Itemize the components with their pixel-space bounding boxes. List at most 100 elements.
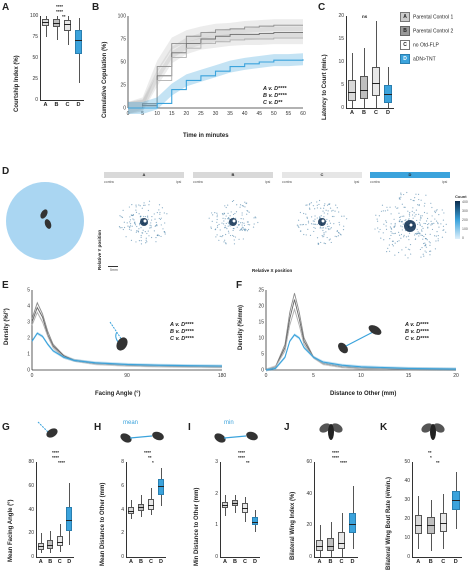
y-tick-label: 50 (32, 55, 38, 61)
heatmap-point (398, 251, 400, 254)
category-label: C (374, 110, 378, 116)
heatmap-point (423, 235, 425, 238)
heatmap-point (232, 213, 235, 216)
series-line-d (128, 59, 304, 109)
heatmap-point (158, 235, 160, 237)
y-tick-label: 0 (35, 97, 38, 103)
heatmap-point (297, 225, 299, 227)
heatmap-point (156, 224, 158, 227)
category-label: C (339, 559, 344, 565)
box-c (64, 20, 71, 32)
box-d (158, 478, 164, 496)
heatmap-b (208, 199, 259, 245)
heatmap-point (312, 223, 314, 225)
heatmap-point (298, 226, 300, 228)
box-median (138, 507, 144, 509)
heatmap-point (333, 223, 335, 225)
heatmap-point (147, 230, 149, 232)
heatmap-point (327, 210, 329, 212)
heatmap-point (147, 209, 149, 212)
heatmap-point (312, 205, 315, 207)
heatmap-point (423, 255, 425, 257)
heatmap-point (423, 205, 425, 207)
y-tick-label: 2 (215, 490, 218, 497)
heatmap-point (425, 251, 427, 253)
box-median (242, 507, 248, 509)
x-axis (40, 100, 84, 101)
colorbar-tick: 200 (462, 218, 468, 222)
heatmap-point (129, 226, 131, 228)
y-axis (40, 16, 41, 100)
heatmap-point (208, 217, 210, 219)
heatmap-point (310, 202, 312, 204)
heatmap-point (252, 226, 255, 228)
box-median (452, 500, 460, 501)
box-d (66, 507, 73, 531)
heatmap-point (324, 203, 326, 205)
min-distance-icon (214, 431, 258, 443)
heatmap-point (323, 207, 325, 209)
heatmap-point (225, 226, 227, 229)
heatmap-point (135, 231, 137, 233)
y-tick-label: 20 (306, 522, 312, 529)
category-label: C (65, 102, 70, 108)
panel-letter-g: G (2, 422, 10, 433)
x-tick-label: 180 (218, 373, 227, 379)
x-axis (412, 557, 462, 558)
y-tick-label: 15 (258, 320, 264, 326)
heatmap-point (419, 233, 421, 235)
colorbar-tick: 0 (462, 236, 464, 240)
heatmap-point (122, 209, 124, 211)
heatmap-point (331, 215, 334, 218)
heatmap-point (229, 215, 231, 217)
panel-k-sig-3: ** (436, 460, 440, 465)
panel-h-sig-1: **** (144, 450, 152, 455)
heatmap-point (394, 254, 396, 256)
heatmap-point (407, 210, 409, 212)
heatmap-point (398, 212, 400, 214)
heatmap-point (148, 200, 151, 202)
heatmap-point (435, 210, 437, 212)
heatmap-point (401, 249, 403, 251)
heatmap-point (434, 248, 437, 250)
heatmap-point (210, 227, 212, 229)
heatmap-point (420, 199, 422, 201)
heatmap-point (431, 228, 434, 231)
y-tick-label: 0 (341, 105, 344, 111)
x-tick-label: 0 (127, 111, 130, 117)
y-tick-label: 0 (407, 554, 410, 560)
heatmap-point (141, 232, 143, 234)
panel-g-sig-1: **** (52, 450, 60, 455)
heatmap-point (323, 242, 325, 244)
panel-c-boxplot: 0 5 10 15 20 A B C D (336, 13, 394, 118)
heatmap-a (118, 200, 168, 245)
heatmap-point (437, 223, 439, 225)
category-label: D (453, 559, 458, 565)
panel-a-ylabel: Courtship Index (%) (14, 55, 20, 112)
heatmap-point (225, 222, 227, 225)
heatmap-point (126, 222, 128, 224)
heatmap-point (219, 235, 221, 237)
heatmap-point (225, 243, 227, 245)
legend-swatch: A (400, 12, 410, 22)
heatmap-point (219, 229, 221, 231)
box-median (66, 520, 73, 522)
heatmap-point (410, 198, 412, 201)
heatmap-point (338, 224, 341, 226)
heatmap-point (396, 207, 398, 209)
y-tick-label: 2 (27, 336, 30, 342)
panel-j-sig-2: **** (332, 455, 340, 460)
heatmap-point (216, 234, 218, 236)
ipsi-label: ipsi (265, 180, 271, 184)
heatmap-point (415, 193, 417, 195)
heatmap-point (149, 224, 151, 226)
heatmap-point (431, 223, 433, 225)
heatmap-point (407, 248, 410, 250)
heatmap-point (376, 218, 378, 220)
heatmap-point (148, 204, 150, 206)
heatmap-point (419, 223, 421, 225)
heatmap-point (305, 213, 307, 215)
heatmap-point (429, 244, 431, 246)
heatmap-point (382, 210, 384, 212)
panel-letter-b: B (92, 2, 100, 13)
